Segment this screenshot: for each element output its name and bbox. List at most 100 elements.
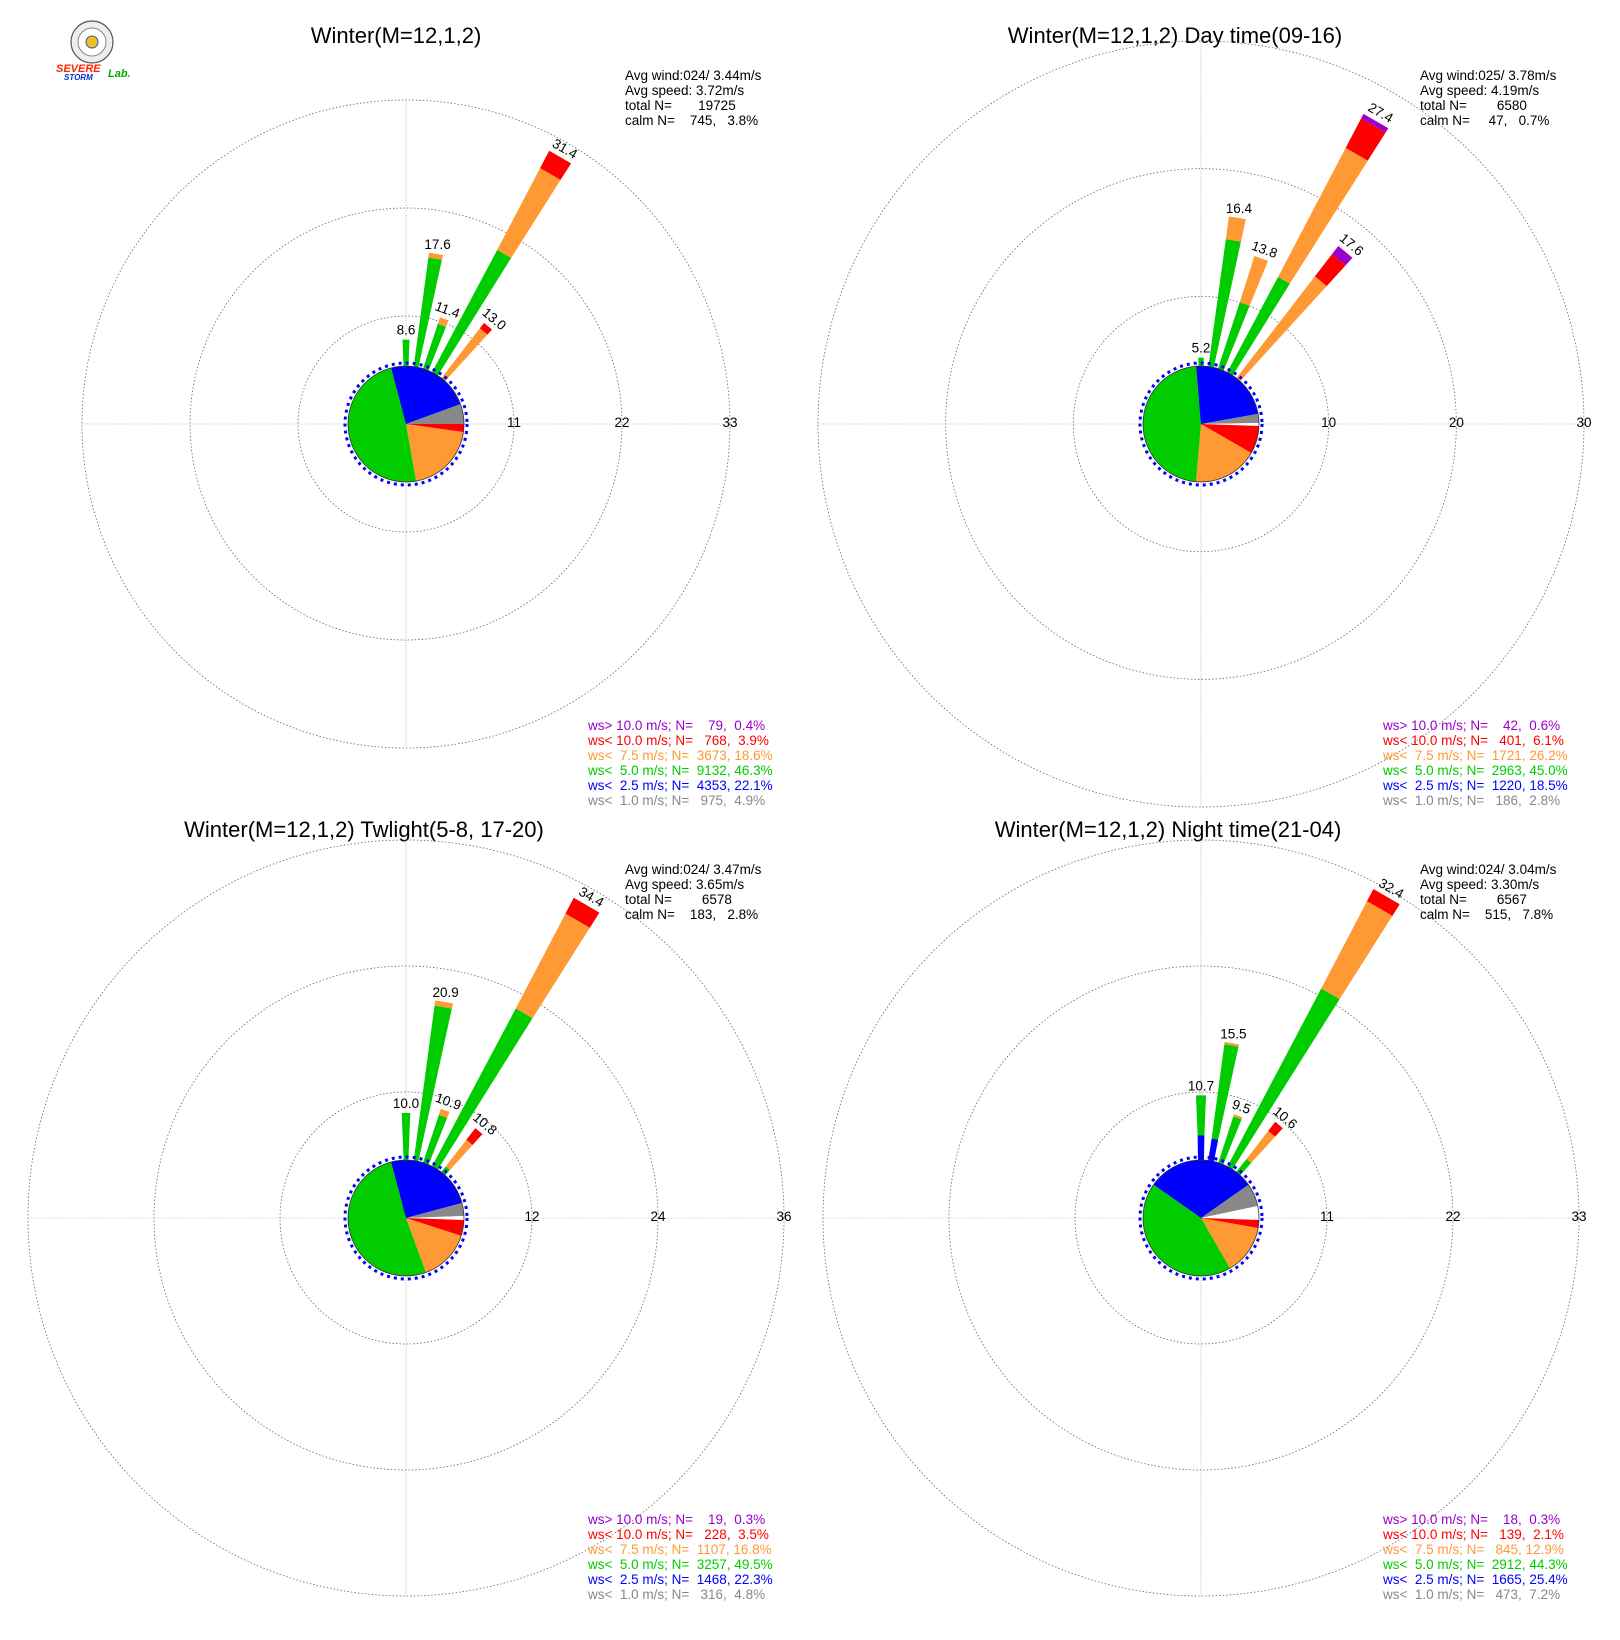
legend-entry: ws< 5.0 m/s; N= 3257, 49.5%: [587, 1557, 773, 1572]
spoke-segment-green: [1211, 1044, 1239, 1140]
legend-entry: ws< 1.0 m/s; N= 316, 4.8%: [587, 1587, 765, 1602]
panel-info: Avg wind:024/ 3.47m/s Avg speed: 3.65m/s…: [625, 862, 762, 922]
pie-slice: [406, 404, 464, 424]
center-pie: [343, 1155, 469, 1281]
panel-legend: ws> 10.0 m/s; N= 42, 0.6% ws< 10.0 m/s; …: [1382, 718, 1568, 808]
legend-entry: ws> 10.0 m/s; N= 19, 0.3%: [587, 1512, 765, 1527]
logo-text-severe: SEVERE: [56, 63, 101, 75]
total-n-text: total N= 19725: [625, 98, 736, 113]
pie-slice: [1201, 1218, 1259, 1269]
panel-title: Winter(M=12,1,2) Night time(21-04): [995, 817, 1342, 842]
spoke-segment-green: [412, 1005, 452, 1167]
legend-entry: ws< 2.5 m/s; N= 4353, 22.1%: [587, 778, 773, 793]
spoke-segment-orange: [442, 328, 488, 381]
spoke-segment-red: [479, 322, 493, 335]
spoke-total-label: 5.2: [1192, 341, 1211, 356]
spoke-segment-orange: [1246, 1130, 1276, 1163]
total-n-text: total N= 6578: [625, 892, 732, 907]
panel-title: Winter(M=12,1,2) Day time(09-16): [1008, 23, 1342, 48]
ring-label: 22: [1445, 1209, 1460, 1224]
spoke-segment-green: [1205, 239, 1241, 387]
spoke-segment-green: [414, 249, 512, 408]
calm-n-text: calm N= 515, 7.8%: [1420, 907, 1553, 922]
avg-speed-text: Avg speed: 3.72m/s: [625, 83, 744, 98]
spoke-segment-orange: [515, 913, 590, 1019]
spoke-segment-orange: [434, 1000, 453, 1009]
legend-entry: ws> 10.0 m/s; N= 18, 0.3%: [1382, 1512, 1560, 1527]
pie-rim-ticks: [1138, 1155, 1264, 1281]
legend-entry: ws< 10.0 m/s; N= 139, 2.1%: [1382, 1527, 1564, 1542]
ring-label: 30: [1576, 415, 1591, 430]
windrose-panel-twilight: Winter(M=12,1,2) Twlight(5-8, 17-20) 12 2…: [27, 817, 792, 1602]
ring-label: 36: [776, 1209, 791, 1224]
pie-slice: [406, 1215, 464, 1221]
windrose-panel-nighttime: Winter(M=12,1,2) Night time(21-04) 11 22 3…: [822, 817, 1587, 1602]
center-pie: [1138, 1155, 1264, 1281]
spoke-segment-orange: [1278, 147, 1368, 284]
pie-outline: [1142, 1159, 1260, 1277]
spoke-total-label: 20.9: [433, 985, 459, 1000]
spoke-segment-red: [466, 1128, 483, 1145]
panel-title: Winter(M=12,1,2) Twlight(5-8, 17-20): [184, 817, 544, 842]
legend-entry: ws< 1.0 m/s; N= 473, 7.2%: [1382, 1587, 1560, 1602]
legend-entry: ws< 10.0 m/s; N= 401, 6.1%: [1382, 733, 1564, 748]
avg-wind-text: Avg wind:024/ 3.47m/s: [625, 862, 762, 877]
ring-label: 12: [524, 1209, 539, 1224]
legend-entry: ws< 2.5 m/s; N= 1220, 18.5%: [1382, 778, 1568, 793]
panel-info: Avg wind:024/ 3.44m/s Avg speed: 3.72m/s…: [625, 68, 762, 128]
panel-info: Avg wind:024/ 3.04m/s Avg speed: 3.30m/s…: [1420, 862, 1557, 922]
pie-rim-ticks: [1138, 361, 1264, 487]
panel-legend: ws> 10.0 m/s; N= 79, 0.4% ws< 10.0 m/s; …: [587, 718, 773, 808]
spoke-segment-orange: [497, 168, 561, 258]
spoke-total-label: 9.5: [1230, 1097, 1253, 1118]
panel-legend: ws> 10.0 m/s; N= 19, 0.3% ws< 10.0 m/s; …: [587, 1512, 773, 1602]
legend-entry: ws< 2.5 m/s; N= 1665, 25.4%: [1382, 1572, 1568, 1587]
calm-n-text: calm N= 183, 2.8%: [625, 907, 758, 922]
spoke-segment-red: [1367, 888, 1400, 916]
pie-slice: [406, 1218, 464, 1236]
spoke-total-label: 15.5: [1220, 1026, 1246, 1041]
pie-slice: [1201, 1218, 1259, 1229]
legend-entry: ws< 7.5 m/s; N= 3673, 18.6%: [587, 748, 773, 763]
spoke-segment-purple: [1332, 245, 1353, 266]
total-n-text: total N= 6567: [1420, 892, 1527, 907]
ring-label: 11: [1320, 1209, 1334, 1224]
legend-entry: ws> 10.0 m/s; N= 42, 0.6%: [1382, 718, 1560, 733]
spoke-segment-green: [401, 1113, 411, 1164]
avg-wind-text: Avg wind:024/ 3.44m/s: [625, 68, 762, 83]
pie-slice: [347, 367, 417, 483]
spoke-segment-green: [414, 1008, 533, 1201]
avg-wind-text: Avg wind:025/ 3.78m/s: [1420, 68, 1557, 83]
pie-slice: [1201, 422, 1260, 427]
pie-slice: [1195, 365, 1259, 424]
calm-n-text: calm N= 47, 0.7%: [1420, 113, 1549, 128]
legend-entry: ws< 5.0 m/s; N= 2912, 44.3%: [1382, 1557, 1568, 1572]
legend-entry: ws< 7.5 m/s; N= 1107, 16.8%: [587, 1542, 772, 1557]
legend-entry: ws< 7.5 m/s; N= 1721, 26.2%: [1382, 748, 1568, 763]
pie-slice: [1201, 1184, 1258, 1218]
grid-ring: [279, 1091, 533, 1345]
ring-label: 10: [1321, 415, 1336, 430]
avg-wind-text: Avg wind:024/ 3.04m/s: [1420, 862, 1557, 877]
pie-slice: [406, 1202, 464, 1218]
logo-text-storm: STORM: [64, 73, 93, 82]
spoke-segment-orange: [1224, 1041, 1239, 1047]
spoke-segment-orange: [1233, 1114, 1243, 1120]
avg-speed-text: Avg speed: 4.19m/s: [1420, 83, 1539, 98]
logo-seal-core: [85, 35, 99, 49]
spoke-segment-red: [540, 150, 572, 180]
legend-entry: ws< 2.5 m/s; N= 1468, 22.3%: [587, 1572, 773, 1587]
pie-outline: [347, 1159, 465, 1277]
legend-entry: ws< 10.0 m/s; N= 768, 3.9%: [587, 733, 769, 748]
spoke-segment-green: [1210, 276, 1290, 406]
legend-entry: ws> 10.0 m/s; N= 79, 0.4%: [587, 718, 765, 733]
ring-label: 33: [722, 415, 737, 430]
pie-rim-ticks: [343, 1155, 469, 1281]
pie-rim-ticks: [343, 361, 469, 487]
spoke-total-label: 11.4: [433, 299, 462, 322]
legend-entry: ws< 10.0 m/s; N= 228, 3.5%: [587, 1527, 769, 1542]
spoke-segment-red: [565, 897, 600, 928]
ring-label: 20: [1449, 415, 1464, 430]
spoke-segment-orange: [1225, 216, 1246, 242]
